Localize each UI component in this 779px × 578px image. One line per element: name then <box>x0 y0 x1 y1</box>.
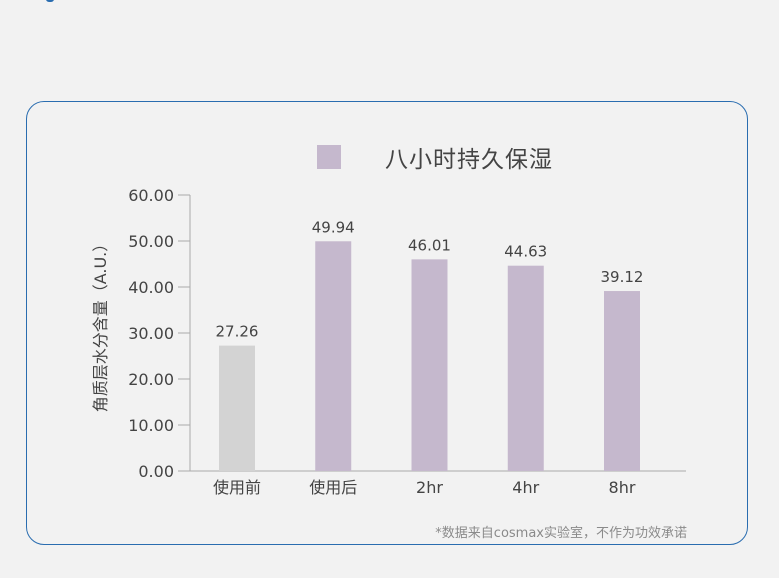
chart-card <box>26 101 748 545</box>
y-tick-label: 50.00 <box>128 232 174 251</box>
x-tick-label: 4hr <box>512 478 539 497</box>
bar <box>219 345 255 471</box>
chart-legend: 八小时持久保湿 <box>317 140 553 174</box>
data-label: 49.94 <box>312 218 355 236</box>
x-tick-label: 使用后 <box>309 478 357 497</box>
data-label: 46.01 <box>408 236 451 254</box>
corner-mark <box>46 0 54 2</box>
footnote: *数据来自cosmax实验室，不作为功效承诺 <box>435 526 687 541</box>
bar <box>315 241 352 471</box>
legend-label: 八小时持久保湿 <box>385 147 553 173</box>
y-tick-label: 60.00 <box>128 186 174 205</box>
bar <box>507 265 544 471</box>
x-tick-label: 8hr <box>609 478 636 497</box>
bar <box>411 259 448 471</box>
x-tick-label: 2hr <box>416 478 443 497</box>
x-tick-label: 使用前 <box>213 478 261 497</box>
data-label: 39.12 <box>601 268 644 286</box>
y-tick-label: 10.00 <box>128 416 174 435</box>
y-axis-title: 角质层水分含量（A.U.） <box>91 236 110 413</box>
bar <box>604 291 640 471</box>
data-label: 44.63 <box>504 243 547 261</box>
y-tick-label: 20.00 <box>128 370 174 389</box>
legend-swatch <box>317 145 341 169</box>
y-tick-label: 30.00 <box>128 324 174 343</box>
y-tick-label: 0.00 <box>138 462 174 481</box>
y-tick-label: 40.00 <box>128 278 174 297</box>
data-label: 27.26 <box>216 323 259 341</box>
